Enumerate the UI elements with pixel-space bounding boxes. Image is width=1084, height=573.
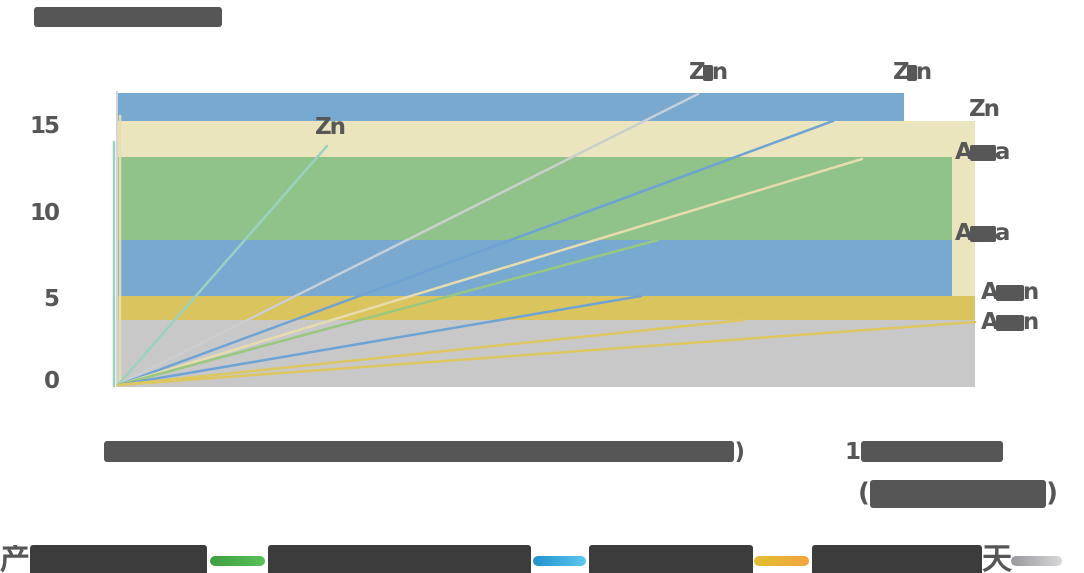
line-blue-steep xyxy=(116,119,835,387)
unit-open-paren: ( xyxy=(858,480,870,508)
label-zn-cream-text: Zn xyxy=(969,96,1000,122)
xtick1-illegible-bar xyxy=(104,441,735,462)
line-yellow-mid xyxy=(116,318,746,387)
legend3-illegible-bar xyxy=(589,545,753,573)
legend4-illegible-bar xyxy=(812,545,982,573)
unit-close-paren: ) xyxy=(1046,480,1058,508)
label-zn-teal-text: Zn xyxy=(315,114,346,140)
line-yellow-shallow xyxy=(116,320,977,387)
legend-entry-3-text xyxy=(589,545,753,573)
label-illegible-bar xyxy=(906,64,917,81)
band-blue-lower xyxy=(118,240,952,296)
legend-marker-gray xyxy=(1011,556,1062,566)
legend4-trail-char: 天 xyxy=(982,545,1012,573)
legend1-lead-char: 产 xyxy=(0,545,30,573)
ytick-15: 15 xyxy=(29,113,60,139)
line-green-line xyxy=(116,238,660,387)
line-gray-line xyxy=(116,92,700,387)
chart-title xyxy=(34,7,222,27)
legend-entry-4-text: 天 xyxy=(812,545,1012,573)
xtick2-prefix: 1 xyxy=(845,441,862,462)
label-pre: A xyxy=(981,279,999,305)
label-post: n xyxy=(1022,309,1039,335)
legend2-illegible-bar xyxy=(268,545,531,573)
label-post: a xyxy=(994,220,1010,246)
ytick-5: 5 xyxy=(43,286,60,312)
line-blue-shallow xyxy=(116,294,643,387)
label-post: a xyxy=(994,139,1010,165)
band-blue-upper xyxy=(118,93,904,121)
legend-entry-1-text: 产 xyxy=(0,545,207,573)
label-pre: A xyxy=(981,309,999,335)
line-teal-steep xyxy=(116,144,329,387)
label-pre: A xyxy=(955,139,973,165)
label-post: n xyxy=(915,59,932,85)
label-pre: Z xyxy=(893,59,910,85)
label-illegible-bar xyxy=(995,314,1024,331)
label-pre: Z xyxy=(689,59,706,85)
title-illegible-bar xyxy=(34,7,222,27)
legend1-illegible-bar xyxy=(30,545,207,573)
label-illegible-bar xyxy=(969,225,996,242)
label-illegible-bar xyxy=(702,64,713,81)
xtick-label-2: 1 xyxy=(845,441,1003,462)
label-illegible-bar xyxy=(995,284,1024,301)
unit-illegible-bar xyxy=(869,480,1047,508)
xtick-label-1: ) xyxy=(104,441,745,462)
xtick1-suffix: ) xyxy=(734,441,745,462)
label-pre: A xyxy=(955,220,973,246)
legend-marker-green xyxy=(210,556,265,566)
label-post: n xyxy=(711,59,728,85)
label-zn-teal: Zn xyxy=(315,114,346,140)
xtick2-illegible-bar xyxy=(861,441,1003,462)
label-illegible-bar xyxy=(969,144,996,161)
xaxis-unit-label: () xyxy=(858,480,1058,508)
legend-entry-2-text xyxy=(268,545,531,573)
label-post: n xyxy=(1022,279,1039,305)
label-zn-cream: Zn xyxy=(969,96,1000,122)
ytick-10: 10 xyxy=(29,200,60,226)
band-dark-yellow xyxy=(118,296,975,320)
legend-marker-yellow xyxy=(754,556,809,566)
ytick-0: 0 xyxy=(43,368,60,394)
legend-marker-blue xyxy=(533,556,586,566)
line-cream-line xyxy=(116,157,864,387)
